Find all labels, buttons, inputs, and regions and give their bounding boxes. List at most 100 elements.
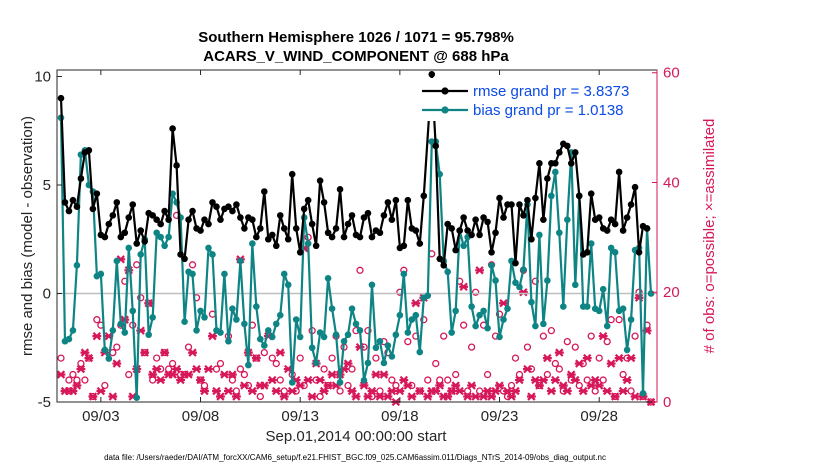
rmse-point [300, 205, 308, 213]
rmse-point [113, 199, 121, 206]
obs-assimilated-point [72, 381, 82, 390]
x-axis-label: Sep.01,2014 00:00:00 start [266, 428, 448, 445]
x-tick-label: 09/23 [481, 408, 519, 425]
rmse-point [169, 125, 176, 132]
bias-point [540, 320, 547, 328]
bias-point [193, 327, 200, 334]
bias-point [352, 320, 360, 328]
rmse-point [428, 71, 436, 78]
bias-point [595, 307, 603, 315]
bias-point [408, 316, 416, 323]
obs-assimilated-point [152, 364, 162, 374]
obs-possible-point [595, 354, 603, 362]
obs-assimilated-point [598, 331, 608, 341]
bias-point [384, 342, 392, 349]
obs-possible-point [515, 370, 524, 379]
bias-point [241, 320, 248, 328]
rmse-point [456, 227, 463, 234]
bias-point [372, 344, 380, 352]
bias-point [532, 322, 539, 330]
obs-possible-point [188, 261, 197, 269]
rmse-point [253, 233, 260, 241]
obs-assimilated-point [562, 386, 572, 396]
bias-point [460, 242, 467, 250]
bias-point [233, 316, 240, 323]
axes: 09/03 09/08 09/13 09/18 09/23 09/28 -5 0 5 10 0 20 4… [34, 65, 679, 425]
obs-possible-point [125, 370, 133, 379]
rmse-point [528, 235, 535, 243]
obs-assimilated-point [626, 353, 636, 363]
obs-assimilated-point [610, 392, 620, 401]
obs-possible-point [436, 376, 444, 384]
obs-possible-point [547, 327, 556, 335]
obs-assimilated-point [367, 386, 377, 396]
y-tick-label: 5 [43, 177, 51, 194]
x-tick-label: 09/08 [182, 408, 220, 425]
bias-point [484, 324, 491, 332]
obs-assimilated-point [351, 392, 361, 401]
obs-possible-point [615, 316, 623, 324]
obs-assimilated-point [231, 392, 241, 401]
legend-bias-marker [441, 106, 449, 114]
obs-assimilated-point [172, 364, 182, 374]
rmse-point [603, 227, 611, 234]
obs-possible-point [376, 387, 384, 395]
y-tick-label: 0 [43, 286, 51, 303]
bias-point [101, 346, 109, 354]
obs-assimilated-point [359, 381, 369, 390]
bias-point [476, 311, 483, 319]
bias-point [563, 216, 571, 224]
rmse-point [468, 231, 475, 239]
rmse-point [133, 240, 141, 247]
bias-point [332, 331, 340, 339]
rmse-point [268, 231, 276, 239]
bias-point [69, 327, 77, 334]
obs-possible-point [444, 376, 452, 384]
rmse-point [61, 199, 69, 206]
obs-assimilated-point [76, 364, 86, 374]
rmse-point [619, 227, 627, 234]
bias-point [181, 318, 188, 326]
bias-point [268, 333, 276, 341]
bias-point [237, 257, 244, 265]
rmse-point [571, 149, 579, 156]
obs-possible-point [432, 359, 440, 368]
obs-assimilated-point [554, 348, 564, 357]
obs-assimilated-point [379, 370, 389, 379]
rmse-point [500, 214, 507, 221]
rmse-point [85, 146, 93, 154]
obs-assimilated-point [371, 370, 381, 379]
obs-possible-point [424, 376, 432, 384]
rmse-point [544, 175, 551, 182]
bias-point [623, 346, 631, 354]
obs-assimilated-point [411, 299, 421, 308]
rmse-point [189, 207, 196, 215]
bias-point [603, 322, 611, 330]
bias-point [348, 305, 356, 312]
bias-point [392, 331, 400, 339]
rmse-point [575, 192, 583, 200]
obs-possible-point [635, 288, 643, 296]
obs-assimilated-point [387, 386, 397, 396]
obs-assimilated-point [307, 392, 317, 401]
rmse-point [237, 214, 244, 221]
obs-possible-point [77, 359, 85, 368]
rmse-point [611, 220, 619, 228]
bias-point [280, 270, 288, 278]
bias-point [189, 270, 196, 278]
bias-point [492, 277, 499, 284]
obs-possible-point [404, 337, 412, 346]
rmse-point [364, 209, 372, 217]
obs-possible-point [523, 343, 532, 351]
rmse-point [121, 229, 129, 237]
bias-point [548, 192, 555, 200]
bias-point [512, 279, 519, 286]
obs-assimilated-point [407, 392, 417, 401]
rmse-point [348, 212, 356, 219]
rmse-point [635, 248, 643, 256]
rmse-point [125, 214, 133, 221]
bias-point [344, 331, 352, 339]
obs-assimilated-point [160, 348, 170, 357]
bias-point [249, 240, 256, 247]
bias-point [320, 333, 328, 341]
